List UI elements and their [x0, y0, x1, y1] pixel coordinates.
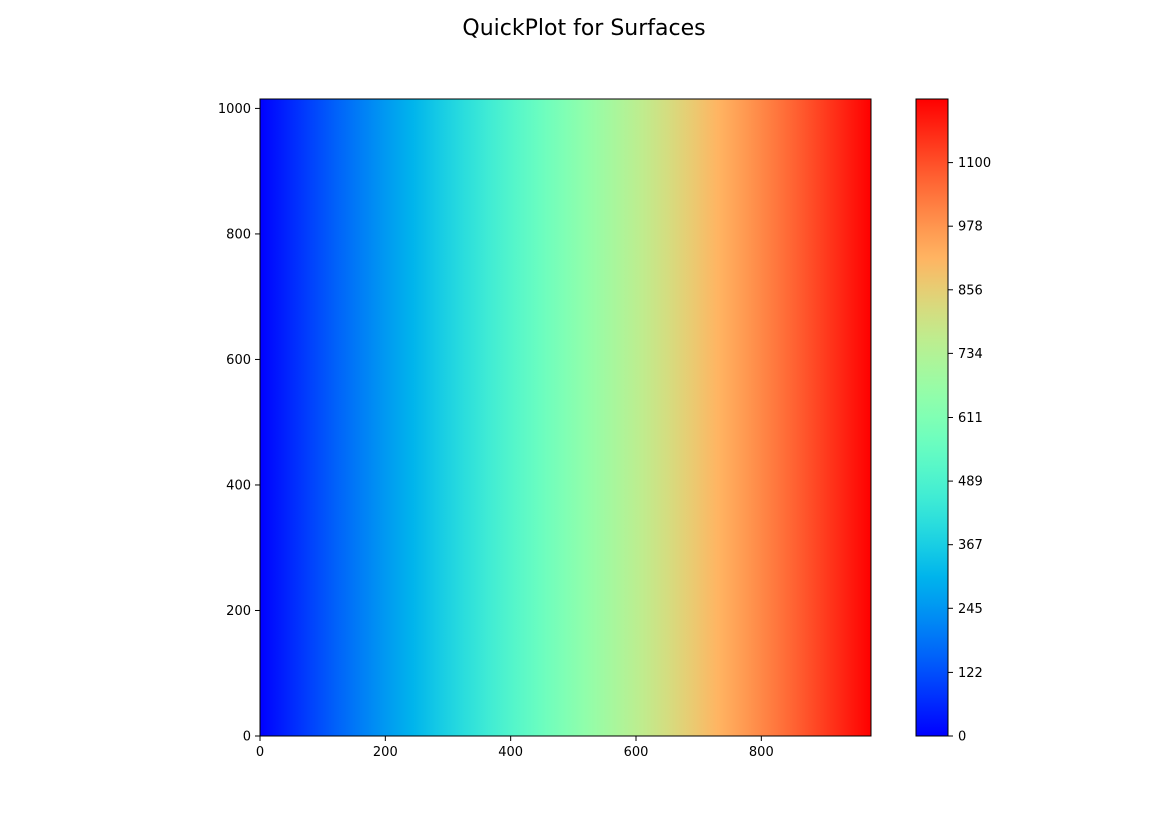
x-tick-label: 200 — [373, 745, 398, 760]
surface-plot: 0 200 400 600 800 0 200 400 600 800 1000 — [218, 98, 872, 760]
colorbar-tick-label: 367 — [958, 538, 983, 553]
colorbar-tick-label: 856 — [958, 283, 983, 298]
x-tick-label: 600 — [624, 745, 649, 760]
x-tick-label: 800 — [749, 745, 774, 760]
x-tick-label: 400 — [498, 745, 523, 760]
colorbar: 0 122 245 367 489 611 734 856 978 1100 — [915, 98, 991, 745]
colorbar-gradient — [916, 99, 948, 736]
colorbar-tick-label: 734 — [958, 347, 983, 362]
plot-frame — [259, 98, 872, 737]
y-tick-label: 1000 — [218, 102, 251, 117]
y-tick-label: 600 — [226, 353, 251, 368]
colorbar-tick-label: 0 — [958, 730, 966, 745]
colorbar-tick-label: 245 — [958, 602, 983, 617]
y-tick-label: 200 — [226, 604, 251, 619]
colorbar-ticks: 0 122 245 367 489 611 734 856 978 1100 — [948, 156, 991, 745]
colorbar-tick-label: 611 — [958, 411, 983, 426]
x-tick-label: 0 — [256, 745, 264, 760]
chart-title: QuickPlot for Surfaces — [462, 16, 705, 41]
colorbar-tick-label: 978 — [958, 220, 983, 235]
surface-heatmap — [260, 99, 871, 736]
y-tick-label: 0 — [243, 730, 251, 745]
colorbar-tick-label: 122 — [958, 666, 983, 681]
colorbar-tick-label: 1100 — [958, 156, 991, 171]
x-axis-ticks: 0 200 400 600 800 — [256, 736, 774, 760]
y-tick-label: 400 — [226, 478, 251, 493]
y-tick-label: 800 — [226, 227, 251, 242]
y-axis-ticks: 0 200 400 600 800 1000 — [218, 102, 260, 745]
colorbar-tick-label: 489 — [958, 475, 983, 490]
